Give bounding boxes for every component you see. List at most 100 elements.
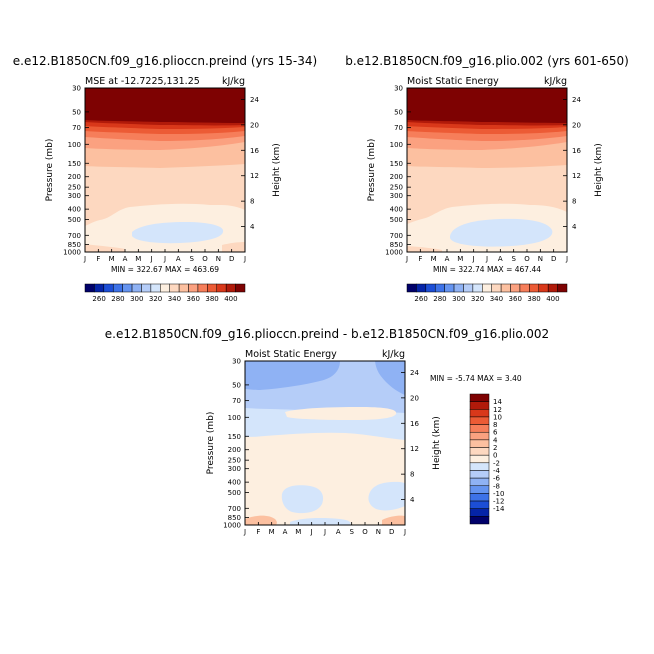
panel-2-pressure-label: 850 bbox=[390, 241, 403, 249]
panel-preind: e.e12.B1850CN.f09_g16.plioccn.preind (yr… bbox=[13, 54, 317, 303]
panel-3-fill-pos-band bbox=[285, 407, 397, 420]
panel-1-colorbar-swatch bbox=[169, 283, 180, 293]
panel-3-colorbar-label: -14 bbox=[493, 505, 505, 513]
panel-2-fill-surface bbox=[407, 246, 442, 252]
panel-1-fill-low-blue bbox=[132, 222, 224, 244]
panel-1-height-label: 12 bbox=[250, 172, 259, 180]
panel-2-month-label: M bbox=[431, 255, 437, 263]
panel-2-height-label: 20 bbox=[572, 121, 581, 129]
panel-2-pressure-label: 200 bbox=[390, 173, 403, 181]
panel-3-colorbar-swatch bbox=[469, 447, 490, 456]
panel-1-ylabel: Pressure (mb) bbox=[45, 139, 55, 202]
panel-1-colorbar-swatch bbox=[216, 283, 227, 293]
panel-2-colorbar-swatch bbox=[472, 283, 483, 293]
panel-3-colorbar-swatch bbox=[469, 393, 490, 402]
panel-1-pressure-label: 100 bbox=[68, 141, 81, 149]
panel-1-stats: MIN = 322.67 MAX = 463.69 bbox=[111, 265, 219, 274]
panel-2-pressure-label: 500 bbox=[390, 216, 403, 224]
panel-1-pressure-label: 150 bbox=[68, 160, 81, 168]
panel-3-pressure-label: 850 bbox=[228, 514, 241, 522]
panel-3-colorbar-swatch bbox=[469, 416, 490, 425]
panel-3-colorbar-label: -2 bbox=[493, 459, 500, 467]
panel-3-month-label: J bbox=[323, 528, 326, 536]
panel-3-fill-surface-pos-left bbox=[245, 515, 277, 525]
panel-1-month-label: D bbox=[229, 255, 234, 263]
panel-3-height-label: 16 bbox=[410, 420, 419, 428]
panel-1-month-label: J bbox=[163, 255, 166, 263]
panel-1-pressure-label: 250 bbox=[68, 184, 81, 192]
panel-2-colorbar-swatch bbox=[557, 283, 568, 293]
panel-3-height-label: 24 bbox=[410, 369, 419, 377]
panel-3-colorbar-label: -8 bbox=[493, 482, 500, 490]
panel-3-colorbar-swatch bbox=[469, 431, 490, 441]
panel-1-month-label: S bbox=[189, 255, 194, 263]
panel-2-pressure-label: 1000 bbox=[385, 249, 403, 257]
panel-2-fill-top bbox=[407, 88, 567, 123]
panel-3-colorbar-swatch bbox=[469, 439, 490, 448]
panel-2-ylabel-right: Height (km) bbox=[594, 143, 604, 197]
panel-3-colorbar-swatch bbox=[469, 454, 490, 464]
panel-3-month-label: F bbox=[256, 528, 260, 536]
panel-3-pressure-label: 300 bbox=[228, 465, 241, 473]
panel-1-title: e.e12.B1850CN.f09_g16.plioccn.preind (yr… bbox=[13, 54, 317, 68]
panel-2-colorbar-label: 360 bbox=[509, 295, 522, 303]
panel-3-month-label: N bbox=[376, 528, 381, 536]
panel-1-colorbar-label: 360 bbox=[187, 295, 200, 303]
panel-1-colorbar-label: 300 bbox=[130, 295, 143, 303]
panel-2-colorbar-swatch bbox=[425, 283, 436, 293]
panel-2-axes: J F M A M J J A S O N D J305070100150200250300400500… bbox=[385, 85, 581, 264]
panel-3-colorbar-swatch bbox=[469, 508, 490, 517]
panel-1-colorbar: 260 280 300 320 340 360 380 400 bbox=[84, 283, 246, 303]
panel-2-contours bbox=[407, 88, 567, 252]
panel-2-pressure-label: 250 bbox=[390, 184, 403, 192]
panel-1-colorbar-swatch bbox=[188, 283, 199, 293]
panel-1-colorbar-swatch bbox=[160, 283, 170, 293]
panel-1-pressure-label: 70 bbox=[72, 124, 81, 132]
panel-3-colorbar-label: 2 bbox=[493, 444, 497, 452]
panel-2-colorbar-swatch bbox=[491, 283, 502, 293]
panel-2-height-label: 12 bbox=[572, 172, 581, 180]
panel-2-pressure-label: 700 bbox=[390, 232, 403, 240]
panel-1-colorbar-label: 320 bbox=[149, 295, 162, 303]
panel-1-month-label: J bbox=[83, 255, 86, 263]
panel-3-pressure-label: 50 bbox=[232, 381, 241, 389]
panel-1-subtitle-right: kJ/kg bbox=[222, 76, 245, 87]
panel-3-colorbar-label: 0 bbox=[493, 452, 497, 460]
panel-2-stats: MIN = 322.74 MAX = 467.44 bbox=[433, 265, 541, 274]
panel-2-pressure-label: 70 bbox=[394, 124, 403, 132]
panel-3-subtitle-right: kJ/kg bbox=[382, 349, 405, 360]
panel-2-colorbar-swatch bbox=[434, 283, 445, 293]
panel-3-colorbar-label: -10 bbox=[493, 490, 504, 498]
panel-3-month-label: J bbox=[403, 528, 406, 536]
panel-3-colorbar-label: -12 bbox=[493, 498, 504, 506]
panel-3-height-label: 8 bbox=[410, 471, 414, 479]
panel-3-pressure-label: 250 bbox=[228, 457, 241, 465]
panel-1-fill-surface-right bbox=[222, 242, 245, 252]
panel-1-pressure-label: 700 bbox=[68, 232, 81, 240]
panel-2-month-label: O bbox=[524, 255, 530, 263]
panel-1-month-label: A bbox=[123, 255, 128, 263]
panel-3-pressure-label: 30 bbox=[232, 358, 241, 366]
panel-1-height-label: 24 bbox=[250, 96, 259, 104]
panel-2-pressure-label: 150 bbox=[390, 160, 403, 168]
panel-2-month-label: M bbox=[457, 255, 463, 263]
panel-1-pressure-label: 200 bbox=[68, 173, 81, 181]
panel-2-colorbar-label: 260 bbox=[414, 295, 427, 303]
panel-1-pressure-label: 500 bbox=[68, 216, 81, 224]
panel-3-height-label: 12 bbox=[410, 445, 419, 453]
panel-2-month-label: A bbox=[445, 255, 450, 263]
panel-2-height-label: 8 bbox=[572, 198, 576, 206]
panel-plio: b.e12.B1850CN.f09_g16.plio.002 (yrs 601-… bbox=[345, 54, 629, 303]
panel-1-pressure-label: 300 bbox=[68, 192, 81, 200]
panel-3-colorbar-label: -4 bbox=[493, 467, 501, 475]
panel-1-fill-top bbox=[85, 88, 245, 123]
panel-2-colorbar-label: 380 bbox=[527, 295, 540, 303]
panel-2-colorbar-swatch bbox=[482, 283, 492, 293]
panel-3-month-label: J bbox=[243, 528, 246, 536]
panel-1-colorbar-swatch bbox=[178, 283, 189, 293]
panel-difference: e.e12.B1850CN.f09_g16.plioccn.preind - b… bbox=[105, 327, 549, 536]
panel-3-pressure-label: 500 bbox=[228, 489, 241, 497]
panel-3-colorbar-swatch bbox=[469, 500, 490, 509]
panel-3-colorbar-label: 4 bbox=[493, 436, 498, 444]
